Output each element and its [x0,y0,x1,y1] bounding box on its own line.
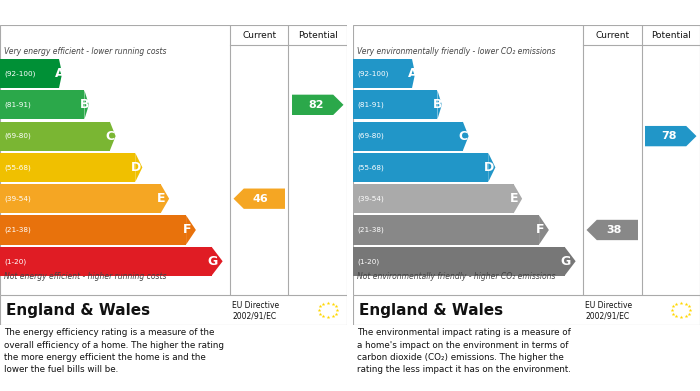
Text: (55-68): (55-68) [357,164,384,170]
Text: 2002/91/EC: 2002/91/EC [585,312,629,321]
Bar [353,184,514,213]
Text: 46: 46 [253,194,269,204]
Text: The energy efficiency rating is a measure of the
overall efficiency of a home. T: The energy efficiency rating is a measur… [4,328,224,375]
Polygon shape [539,215,549,244]
Text: Current: Current [595,30,629,39]
Text: (21-38): (21-38) [4,227,31,233]
Text: D: D [484,161,494,174]
Text: C: C [458,130,468,143]
Text: D: D [131,161,141,174]
Text: F: F [536,224,545,237]
Text: The environmental impact rating is a measure of
a home's impact on the environme: The environmental impact rating is a mea… [357,328,571,375]
Polygon shape [186,215,196,244]
Text: (81-91): (81-91) [357,102,384,108]
Bar [353,59,412,88]
Text: C: C [106,130,115,143]
Text: A: A [407,67,417,80]
Polygon shape [161,184,169,213]
Text: B: B [80,98,90,111]
Polygon shape [564,247,575,276]
Polygon shape [59,59,62,88]
Text: Energy Efficiency Rating: Energy Efficiency Rating [8,6,180,19]
Text: Very energy efficient - lower running costs: Very energy efficient - lower running co… [4,47,167,56]
Text: (92-100): (92-100) [357,70,388,77]
Polygon shape [514,184,522,213]
Text: (81-91): (81-91) [4,102,31,108]
Bar [353,122,463,151]
Bar [0,215,186,244]
Text: 82: 82 [309,100,324,110]
Polygon shape [135,153,142,182]
Text: 38: 38 [606,225,622,235]
Polygon shape [438,90,442,119]
Bar [353,247,564,276]
Text: (1-20): (1-20) [357,258,379,265]
Bar [353,90,438,119]
Text: 78: 78 [662,131,677,141]
Text: EU Directive: EU Directive [232,301,279,310]
Text: G: G [207,255,218,268]
Text: (39-54): (39-54) [357,196,384,202]
Polygon shape [489,153,496,182]
Text: England & Wales: England & Wales [6,303,150,317]
Bar [0,153,135,182]
Text: (1-20): (1-20) [4,258,26,265]
Text: Not environmentally friendly - higher CO₂ emissions: Not environmentally friendly - higher CO… [357,272,556,281]
Bar [0,122,110,151]
Text: E: E [510,192,519,205]
Polygon shape [587,220,638,240]
Text: (92-100): (92-100) [4,70,36,77]
Polygon shape [110,122,116,151]
Polygon shape [292,95,344,115]
Text: Potential: Potential [651,30,691,39]
Polygon shape [412,59,415,88]
Text: EU Directive: EU Directive [585,301,633,310]
Bar [0,184,161,213]
Text: G: G [561,255,570,268]
Text: Current: Current [242,30,276,39]
Bar [0,59,59,88]
Text: (39-54): (39-54) [4,196,31,202]
Bar [353,153,489,182]
Text: 2002/91/EC: 2002/91/EC [232,312,276,321]
Polygon shape [645,126,696,146]
Bar [353,215,539,244]
Text: Potential: Potential [298,30,337,39]
Text: (21-38): (21-38) [357,227,384,233]
Text: E: E [158,192,166,205]
Text: Very environmentally friendly - lower CO₂ emissions: Very environmentally friendly - lower CO… [357,47,556,56]
Polygon shape [211,247,223,276]
Polygon shape [463,122,468,151]
Text: B: B [433,98,442,111]
Text: (55-68): (55-68) [4,164,31,170]
Text: (69-80): (69-80) [4,133,31,139]
Bar [0,90,85,119]
Text: Environmental Impact (CO₂) Rating: Environmental Impact (CO₂) Rating [361,6,607,19]
Bar [0,247,211,276]
Text: F: F [183,224,191,237]
Polygon shape [234,188,285,209]
Text: Not energy efficient - higher running costs: Not energy efficient - higher running co… [4,272,167,281]
Text: England & Wales: England & Wales [359,303,503,317]
Text: (69-80): (69-80) [357,133,384,139]
Polygon shape [85,90,89,119]
Text: A: A [55,67,64,80]
